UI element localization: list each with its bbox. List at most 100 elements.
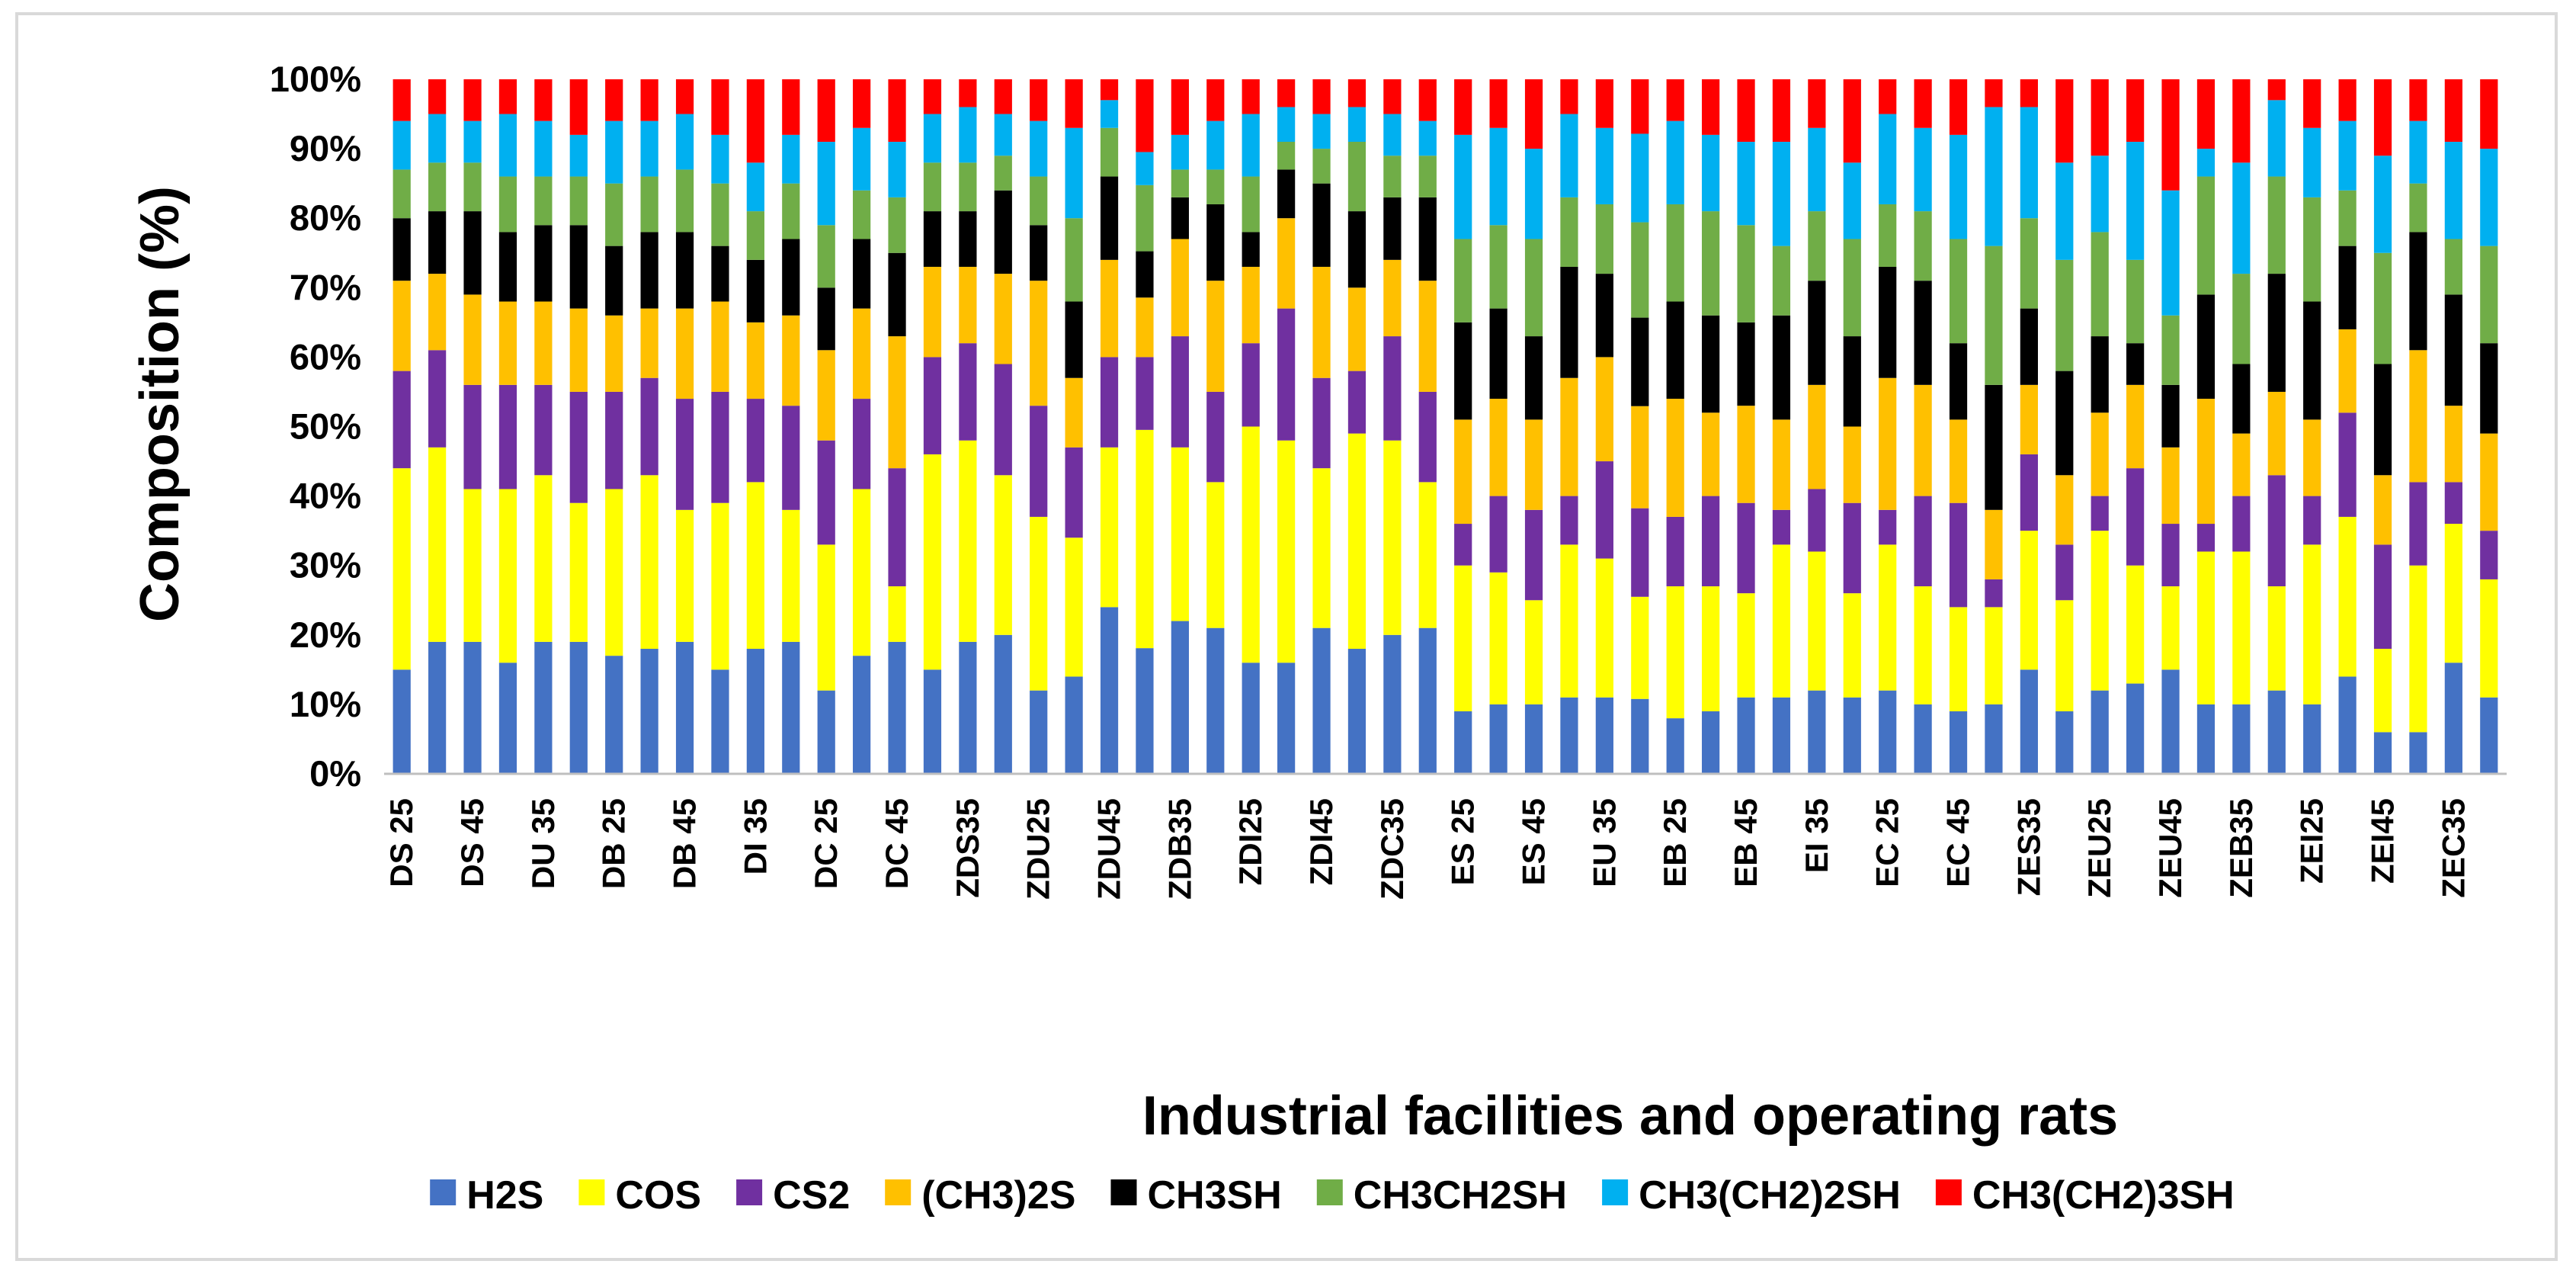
legend-swatch: [1110, 1179, 1137, 1205]
bar-segment-s0-c47: [2055, 711, 2074, 774]
bar-segment-s7-c53: [2267, 79, 2286, 101]
bar-segment-s3-c31: [1489, 399, 1507, 496]
bar-segment-s7-c17: [994, 79, 1012, 114]
bar-segment-s7-c31: [1489, 79, 1507, 128]
x-tick-label: EI 35: [1799, 798, 1834, 873]
bar-segment-s3-c21: [1136, 297, 1154, 358]
bar-segment-s4-c11: [782, 239, 800, 316]
legend-label: CH3(CH2)3SH: [1972, 1173, 2235, 1218]
bar-segment-s1-c33: [1560, 544, 1578, 698]
bar-segment-s1-c36: [1666, 586, 1684, 719]
bar-segment-s2-c29: [1418, 391, 1437, 483]
bar-segment-s0-c24: [1242, 663, 1260, 774]
bar-segment-s2-c23: [1206, 391, 1225, 483]
legend-swatch: [430, 1179, 457, 1205]
bar-segment-s7-c58: [2444, 79, 2462, 142]
bar-segment-s6-c20: [1100, 100, 1119, 128]
bar-segment-s2-c45: [1985, 579, 2003, 608]
bar-segment-s1-c22: [1171, 447, 1189, 621]
bar-segment-s1-c32: [1524, 600, 1543, 704]
bar-segment-s4-c16: [959, 211, 977, 267]
bar-segment-s1-c56: [2373, 649, 2392, 733]
bar-segment-s2-c49: [2126, 468, 2145, 566]
bar-segment-s6-c32: [1524, 149, 1543, 239]
bar-segment-s7-c27: [1347, 79, 1366, 107]
bar-segment-s6-c3: [498, 114, 517, 177]
bar-segment-s4-c30: [1454, 322, 1472, 420]
legend-swatch: [1316, 1179, 1343, 1205]
bar-segment-s7-c57: [2409, 79, 2427, 121]
x-tick-label: ZDB35: [1161, 798, 1197, 900]
bar-segment-s4-c7: [640, 232, 658, 309]
bar-segment-s2-c34: [1595, 461, 1613, 559]
bar-segment-s1-c38: [1737, 593, 1755, 698]
bar-segment-s2-c0: [392, 371, 411, 469]
bar-segment-s5-c21: [1136, 184, 1154, 252]
bar-segment-s1-c9: [711, 502, 729, 670]
bar-segment-s4-c22: [1171, 197, 1189, 239]
bar-segment-s6-c14: [888, 141, 906, 197]
legend-label: CH3CH2SH: [1354, 1173, 1567, 1218]
bar-segment-s1-c1: [428, 447, 447, 642]
bar-segment-s5-c49: [2126, 259, 2145, 344]
stacked-bar-chart: Composition (%) 0% 10% 20% 30% 40% 50% 60% 70% 8…: [130, 59, 2507, 1218]
bar-segment-s0-c34: [1595, 697, 1613, 774]
bar-segment-s0-c15: [923, 669, 942, 774]
bar-segment-s7-c55: [2338, 79, 2357, 121]
bar-segment-s5-c54: [2303, 197, 2321, 302]
bar-segment-s0-c44: [1949, 711, 1968, 774]
bar-segment-s2-c26: [1312, 377, 1331, 469]
bar-segment-s2-c56: [2373, 544, 2392, 650]
bar-segment-s7-c46: [2020, 79, 2038, 107]
bar-segment-s2-c48: [2091, 496, 2109, 531]
bar-segment-s2-c21: [1136, 357, 1154, 430]
bar-segment-s4-c32: [1524, 336, 1543, 420]
bar-segment-s5-c24: [1242, 176, 1260, 233]
bar-segment-s1-c6: [605, 489, 623, 656]
bar-segment-s5-c39: [1772, 245, 1791, 316]
bar-segment-s7-c33: [1560, 79, 1578, 114]
bar-segment-s7-c41: [1843, 79, 1861, 163]
bar-segment-s7-c54: [2303, 79, 2321, 128]
bar-segment-s0-c26: [1312, 627, 1331, 774]
bar-segment-s3-c13: [853, 308, 871, 399]
bar-segment-s7-c39: [1772, 79, 1791, 142]
bar-segment-s1-c13: [853, 489, 871, 656]
bar-segment-s4-c14: [888, 252, 906, 337]
bar-segment-s4-c28: [1383, 197, 1402, 260]
bar-segment-s4-c55: [2338, 245, 2357, 329]
bar-segment-s4-c58: [2444, 294, 2462, 406]
bar-segment-s0-c20: [1100, 607, 1119, 774]
bar-segment-s2-c31: [1489, 496, 1507, 573]
bar-segment-s5-c4: [534, 176, 553, 226]
bar-segment-s4-c24: [1242, 232, 1260, 267]
bar-segment-s0-c23: [1206, 627, 1225, 774]
y-axis-title: Composition (%): [130, 186, 191, 622]
bar-segment-s0-c50: [2161, 669, 2180, 774]
bar-segment-s5-c34: [1595, 204, 1613, 274]
bar-segment-s4-c12: [817, 287, 835, 351]
bar-segment-s2-c15: [923, 357, 942, 454]
bar-segment-s0-c18: [1030, 690, 1048, 774]
bar-segment-s1-c47: [2055, 600, 2074, 712]
bar-segment-s0-c4: [534, 641, 553, 774]
bar-segment-s3-c8: [675, 308, 694, 399]
bar-segment-s0-c40: [1808, 690, 1826, 774]
bar-segment-s0-c48: [2091, 690, 2109, 774]
bar-segment-s1-c41: [1843, 593, 1861, 698]
bar-segment-s0-c53: [2267, 690, 2286, 774]
bar-segment-s2-c33: [1560, 496, 1578, 545]
x-tick-label: ZDC35: [1374, 798, 1410, 900]
x-tick-label: ZEC35: [2435, 798, 2471, 898]
bar-segment-s0-c56: [2373, 732, 2392, 774]
bar-segment-s0-c52: [2232, 704, 2251, 774]
bar-segment-s1-c35: [1631, 596, 1649, 699]
bar-segment-s2-c40: [1808, 489, 1826, 552]
bar-segment-s5-c42: [1879, 204, 1897, 267]
bar-segment-s5-c44: [1949, 239, 1968, 344]
bar-segment-s2-c19: [1065, 447, 1083, 538]
bar-segment-s7-c59: [2480, 79, 2498, 149]
y-tick-label: 0%: [309, 753, 361, 794]
bar-segment-s5-c26: [1312, 149, 1331, 184]
bar-segment-s7-c16: [959, 79, 977, 107]
